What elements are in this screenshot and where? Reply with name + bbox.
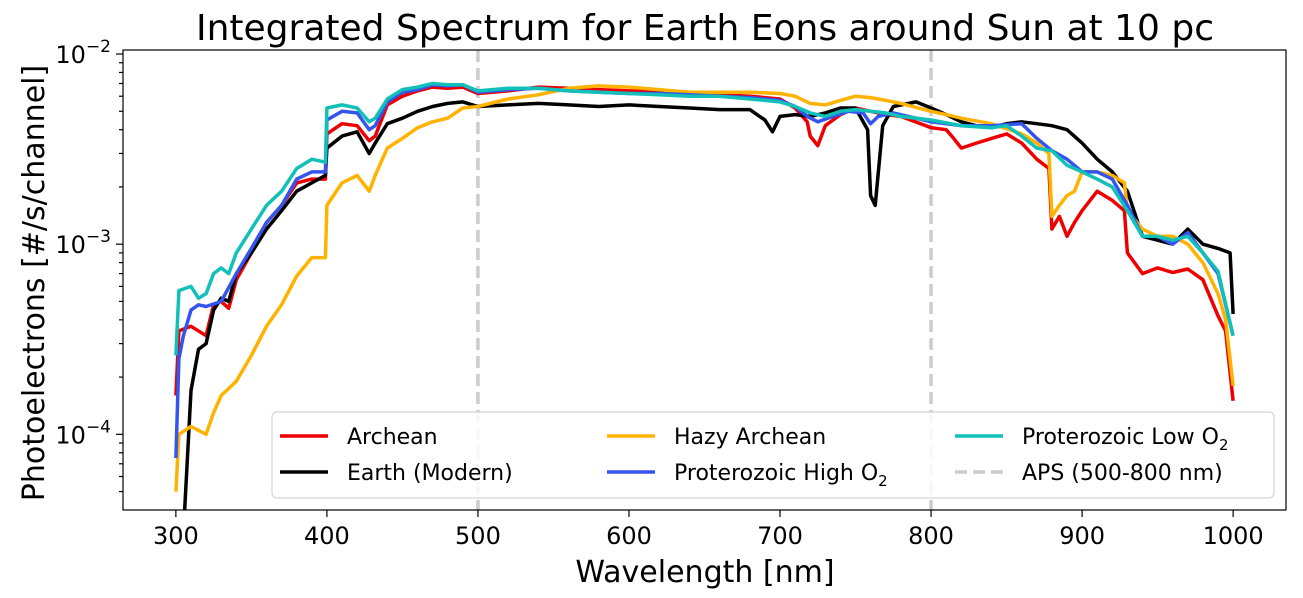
y-tick-label: 10−2	[55, 37, 111, 69]
legend-label: Proterozoic Low O2	[1022, 425, 1228, 454]
x-axis-label: Wavelength [nm]	[575, 555, 834, 590]
legend-entry: Archean	[280, 425, 438, 450]
x-tick-label: 400	[304, 522, 350, 550]
y-axis-label: Photoelectrons [#/s/channel]	[17, 65, 52, 501]
x-tick-label: 300	[153, 522, 199, 550]
legend: Archean Earth (Modern) Hazy Archean Protero…	[271, 411, 1275, 499]
legend-entry: APS (500-800 nm)	[955, 461, 1223, 486]
x-tick-label: 600	[606, 522, 652, 550]
plot-frame	[122, 49, 1287, 511]
legend-label: APS (500-800 nm)	[1022, 461, 1223, 486]
legend-label: Earth (Modern)	[347, 461, 513, 486]
x-tick-label: 700	[757, 522, 803, 550]
legend-label: Archean	[347, 425, 438, 450]
legend-label: Proterozoic High O2	[674, 461, 888, 490]
y-tick-label: 10−4	[55, 417, 111, 449]
legend-entry: Proterozoic High O2	[607, 461, 888, 490]
x-tick-label: 500	[455, 522, 501, 550]
legend-entry: Hazy Archean	[607, 425, 826, 450]
legend-entry: Earth (Modern)	[280, 461, 513, 486]
legend-entry: Proterozoic Low O2	[955, 425, 1228, 454]
legend-label: Hazy Archean	[674, 425, 826, 450]
x-tick-label: 800	[908, 522, 954, 550]
x-tick-label: 1000	[1203, 522, 1264, 550]
plot-area: 300 400 500 600 700 800 900 1000 10−4 10−3 10−2 Arc…	[55, 37, 1287, 550]
series-line-proterozoic-low-o2	[174, 81, 1235, 356]
series-line-earth-modern	[182, 100, 1235, 510]
y-tick-label: 10−3	[55, 227, 111, 259]
chart-title: Integrated Spectrum for Earth Eons aroun…	[196, 8, 1214, 49]
legend-box	[271, 411, 1275, 499]
x-tick-label: 900	[1059, 522, 1105, 550]
